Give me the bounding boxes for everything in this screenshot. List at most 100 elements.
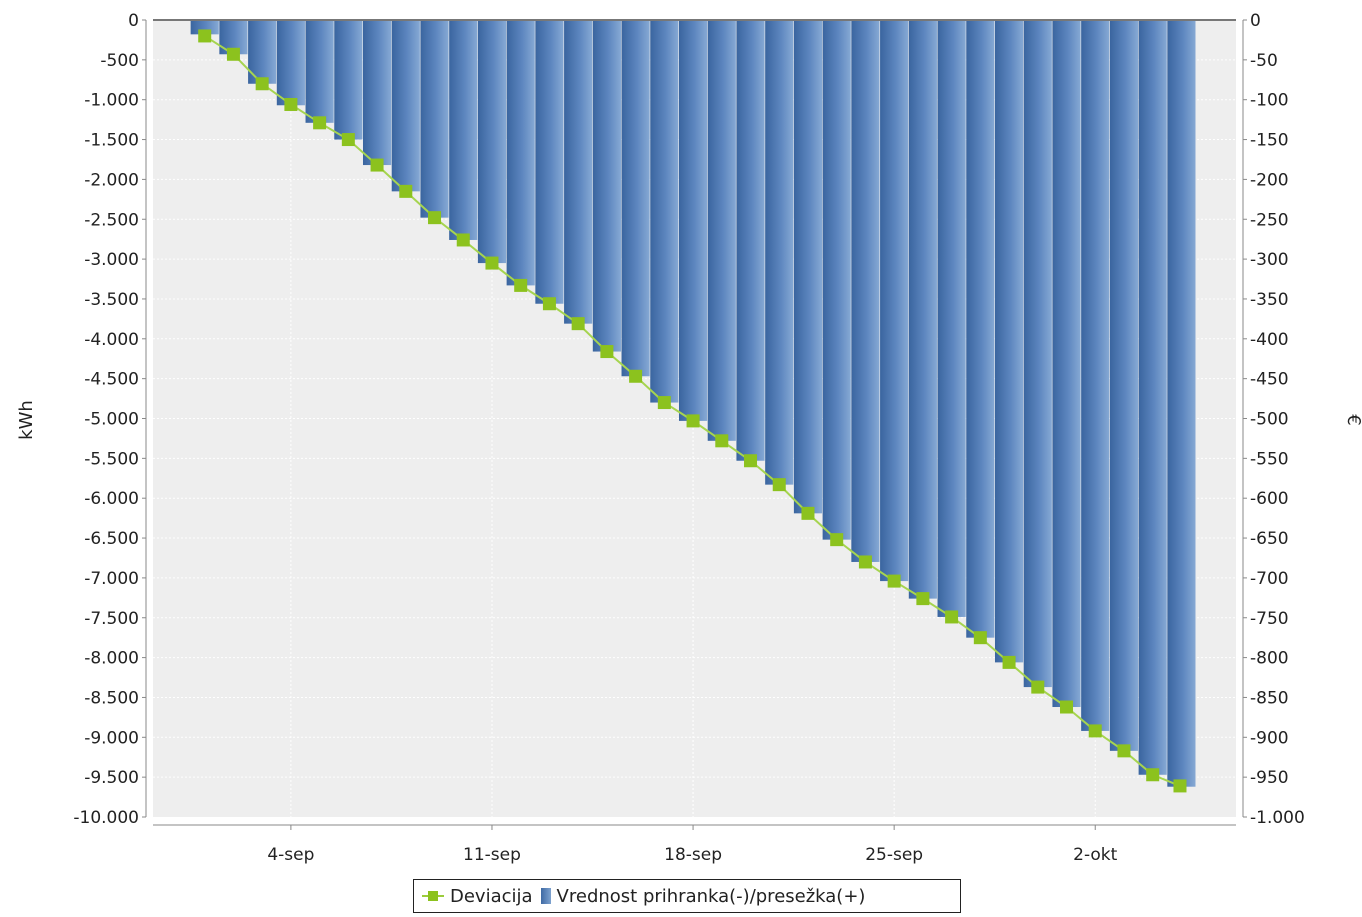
left-tick-label: -6.500	[84, 529, 139, 549]
bar	[650, 20, 679, 403]
line-point	[226, 47, 240, 61]
right-tick-label: 0	[1250, 11, 1261, 31]
bar	[994, 20, 1024, 663]
bar	[1167, 20, 1196, 787]
right-tick-label: -250	[1250, 210, 1289, 230]
right-tick-label: -1.000	[1250, 808, 1305, 828]
right-tick-label: -900	[1250, 728, 1289, 748]
bar-series	[190, 20, 1196, 787]
line-point	[945, 610, 959, 624]
legend: Deviacija Vrednost prihranka(-)/presežka…	[413, 879, 961, 913]
line-point	[600, 345, 614, 359]
line-point	[1002, 655, 1016, 669]
line-point	[255, 77, 269, 91]
bar	[592, 20, 621, 352]
legend-item-vrednost: Vrednost prihranka(-)/presežka(+)	[540, 885, 866, 907]
bar	[908, 20, 937, 599]
bar	[535, 20, 564, 304]
line-series	[198, 29, 1187, 793]
legend-bar-label: Vrednost prihranka(-)/presežka(+)	[556, 885, 866, 907]
line-point	[973, 631, 987, 645]
right-tick-label: -650	[1250, 529, 1289, 549]
right-tick-label: -850	[1250, 688, 1289, 708]
left-tick-label: -8.000	[84, 649, 139, 669]
right-tick-label: -800	[1250, 649, 1289, 669]
x-tick-label: 25-sep	[865, 845, 923, 865]
x-tick-label: 2-okt	[1073, 845, 1118, 865]
left-tick-label: -7.500	[84, 609, 139, 629]
right-tick-label: -200	[1250, 170, 1289, 190]
left-tick-label: -4.500	[84, 370, 139, 390]
right-tick-label: -100	[1250, 91, 1289, 111]
left-tick-label: -5.500	[84, 449, 139, 469]
x-tick-label: 18-sep	[664, 845, 722, 865]
line-point	[514, 278, 528, 292]
line-point	[399, 184, 413, 198]
left-tick-label: -3.500	[84, 290, 139, 310]
x-tick-label: 11-sep	[463, 845, 521, 865]
right-tick-label: -600	[1250, 489, 1289, 509]
line-point	[629, 369, 643, 383]
bar	[190, 20, 219, 35]
bar	[707, 20, 736, 441]
left-tick-label: -8.500	[84, 688, 139, 708]
line-point	[858, 555, 872, 569]
bar	[564, 20, 593, 324]
left-axis-ticks: 0 -500 -1.000 -1.500 -2.000 -2.500 -3.000 -3.50…	[73, 11, 146, 828]
bar	[276, 20, 305, 106]
left-tick-label: -4.000	[84, 330, 139, 350]
line-point	[1146, 768, 1160, 782]
line-point	[284, 97, 298, 111]
bar	[621, 20, 650, 377]
bar	[391, 20, 420, 192]
left-tick-label: -10.000	[73, 808, 139, 828]
line-point	[830, 533, 844, 547]
left-tick-label: -2.000	[84, 170, 139, 190]
bar	[793, 20, 823, 514]
line-point	[1088, 724, 1102, 738]
line-point	[715, 434, 729, 448]
bar	[851, 20, 880, 562]
legend-bar-swatch	[540, 888, 551, 904]
left-tick-label: -7.000	[84, 569, 139, 589]
legend-line-label: Deviacija	[450, 885, 533, 907]
line-point	[341, 133, 355, 147]
line-point	[1117, 744, 1131, 758]
left-tick-label: -1.000	[84, 91, 139, 111]
left-tick-label: 0	[128, 11, 139, 31]
left-tick-label: -3.000	[84, 250, 139, 270]
right-tick-label: -750	[1250, 609, 1289, 629]
right-axis-title: €	[1343, 414, 1362, 425]
line-point	[772, 478, 786, 492]
line-point	[370, 158, 384, 172]
line-point	[456, 233, 470, 247]
left-tick-label: -500	[100, 51, 139, 71]
left-tick-label: -9.000	[84, 728, 139, 748]
bar	[477, 20, 507, 264]
line-point	[485, 256, 499, 270]
line-point	[686, 414, 700, 428]
bar	[506, 20, 535, 286]
line-point	[571, 317, 585, 331]
left-axis-title: kWh	[16, 400, 37, 440]
line-point	[657, 396, 671, 410]
bar	[420, 20, 449, 218]
bar	[362, 20, 392, 166]
bar	[678, 20, 708, 421]
line-point	[198, 29, 212, 43]
left-tick-label: -2.500	[84, 210, 139, 230]
right-axis-ticks: 0 -50 -100 -150 -200 -250 -300 -350 -400 -450 -500…	[1243, 11, 1305, 828]
right-tick-label: -700	[1250, 569, 1289, 589]
left-tick-label: -9.500	[84, 768, 139, 788]
bar	[1023, 20, 1052, 688]
line-point	[313, 116, 327, 130]
right-tick-label: -550	[1250, 449, 1289, 469]
x-axis-ticks: 4-sep 11-sep 18-sep 25-sep 2-okt	[267, 825, 1118, 865]
bar	[305, 20, 334, 123]
left-tick-label: -1.500	[84, 131, 139, 151]
bar	[1052, 20, 1081, 708]
line-point	[1031, 680, 1045, 694]
bar	[449, 20, 478, 240]
